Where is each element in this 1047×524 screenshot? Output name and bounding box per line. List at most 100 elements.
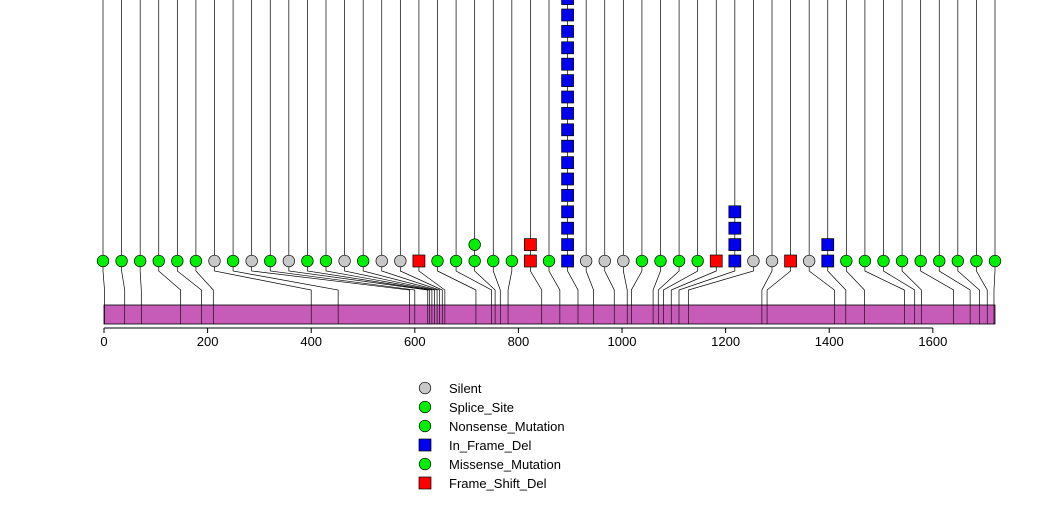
connector-line <box>102 261 105 305</box>
mutation-marker-frame-shift-del <box>524 238 537 251</box>
mutation-marker-missense-mutation <box>357 254 370 268</box>
legend-symbol <box>418 381 432 395</box>
mutation-marker-missense-mutation <box>858 254 872 268</box>
connector-line <box>976 261 988 305</box>
legend-label: Splice_Site <box>449 400 514 415</box>
mutation-marker-missense-mutation <box>914 254 927 268</box>
connector-line <box>845 261 865 305</box>
connector-line <box>195 261 214 305</box>
mutation-marker-in-frame-del <box>561 41 574 55</box>
legend-item: Splice_Site <box>418 400 514 415</box>
connector-line <box>492 261 501 305</box>
mutation-marker-in-frame-del <box>561 156 574 169</box>
connector-line <box>548 261 561 305</box>
mutation-marker-missense-mutation <box>226 254 240 268</box>
mutation-marker-missense-mutation <box>951 254 964 268</box>
mutation-marker-in-frame-del <box>561 189 574 202</box>
connector-line <box>214 261 312 305</box>
mutation-marker-missense-mutation <box>301 254 314 268</box>
connector-line <box>622 261 628 305</box>
mutation-marker-silent <box>208 254 221 268</box>
mutation-marker-missense-mutation <box>877 254 890 268</box>
mutation-marker-frame-shift-del <box>709 254 723 268</box>
mutation-marker-missense-mutation <box>468 238 481 251</box>
connector-line <box>938 261 971 305</box>
x-tick-label: 1200 <box>711 334 740 349</box>
legend-item: Missense_Mutation <box>418 457 561 472</box>
mutation-marker-missense-mutation <box>840 254 853 268</box>
mutation-marker-in-frame-del <box>561 74 574 87</box>
mutation-marker-frame-shift-del <box>784 254 797 268</box>
mutation-marker-in-frame-del <box>821 238 835 251</box>
mutation-marker-missense-mutation <box>988 254 1002 268</box>
mutation-marker-silent <box>375 254 388 268</box>
legend-item: Nonsense_Mutation <box>418 419 565 434</box>
mutation-marker-silent <box>245 254 258 268</box>
x-tick-label: 400 <box>300 334 322 349</box>
connector-line <box>663 261 699 305</box>
connector-line <box>883 261 916 305</box>
legend-symbol <box>418 438 432 452</box>
mutation-marker-missense-mutation <box>152 254 165 268</box>
mutation-marker-in-frame-del <box>561 238 574 251</box>
mutation-marker-in-frame-del <box>561 221 574 235</box>
connector-line <box>604 261 615 305</box>
connector-line <box>139 261 142 305</box>
mutation-marker-silent <box>617 254 630 268</box>
x-tick-label: 1400 <box>815 334 844 349</box>
legend-label: Nonsense_Mutation <box>449 419 565 434</box>
mutation-marker-missense-mutation <box>487 254 500 268</box>
legend-label: Missense_Mutation <box>449 457 561 472</box>
connector-line <box>993 261 996 305</box>
mutation-marker-in-frame-del <box>561 57 574 71</box>
connector-line <box>437 261 477 305</box>
mutation-marker-in-frame-del <box>561 123 574 137</box>
connector-line <box>670 261 717 305</box>
mutation-marker-silent <box>394 254 407 268</box>
protein-domain-bar <box>103 304 996 325</box>
mutation-marker-in-frame-del <box>561 172 574 186</box>
mutation-marker-silent <box>580 254 593 268</box>
connector-lines <box>102 261 996 305</box>
mutation-marker-missense-mutation <box>635 254 649 268</box>
mutation-marker-in-frame-del <box>728 254 742 268</box>
connector-line <box>920 261 954 305</box>
mutation-marker-in-frame-del <box>561 254 574 268</box>
lollipop-stems <box>102 0 996 261</box>
connector-line <box>901 261 922 305</box>
mutation-marker-in-frame-del <box>561 8 574 22</box>
mutation-marker-missense-mutation <box>895 254 909 268</box>
mutation-marker-missense-mutation <box>189 254 203 268</box>
legend: Silent Splice_Site Nonsense_Mutation In_Fra… <box>418 381 565 491</box>
legend-item: Frame_Shift_Del <box>418 476 547 491</box>
mutation-marker-silent <box>765 254 779 268</box>
connector-line <box>630 261 643 305</box>
connector-line <box>687 261 754 305</box>
legend-label: In_Frame_Del <box>449 438 531 453</box>
connector-line <box>808 261 835 305</box>
x-tick-label: 200 <box>197 334 219 349</box>
mutation-marker-missense-mutation <box>691 254 704 268</box>
connector-line <box>766 261 791 305</box>
protein-bar-position-marks <box>104 305 995 324</box>
connector-line <box>507 261 513 305</box>
mutation-marker-silent <box>282 254 295 268</box>
connector-line <box>232 261 339 305</box>
connector-line <box>567 261 579 305</box>
connector-line <box>288 261 429 305</box>
legend-symbol <box>418 457 432 471</box>
x-tick-label: 1600 <box>918 334 947 349</box>
x-axis: 0 200 400 600 800 1000 1200 1400 1600 <box>100 327 947 349</box>
mutation-marker-missense-mutation <box>468 254 481 268</box>
mutation-marker-silent <box>338 254 351 268</box>
x-tick-label: 600 <box>404 334 426 349</box>
mutation-marker-frame-shift-del <box>524 254 537 268</box>
connector-line <box>399 261 443 305</box>
legend-symbol <box>418 419 432 433</box>
connector-line <box>827 261 847 305</box>
mutation-markers <box>96 0 1002 268</box>
legend-label: Silent <box>449 381 482 396</box>
mutation-marker-missense-mutation <box>264 254 277 268</box>
mutation-marker-in-frame-del <box>821 254 835 268</box>
